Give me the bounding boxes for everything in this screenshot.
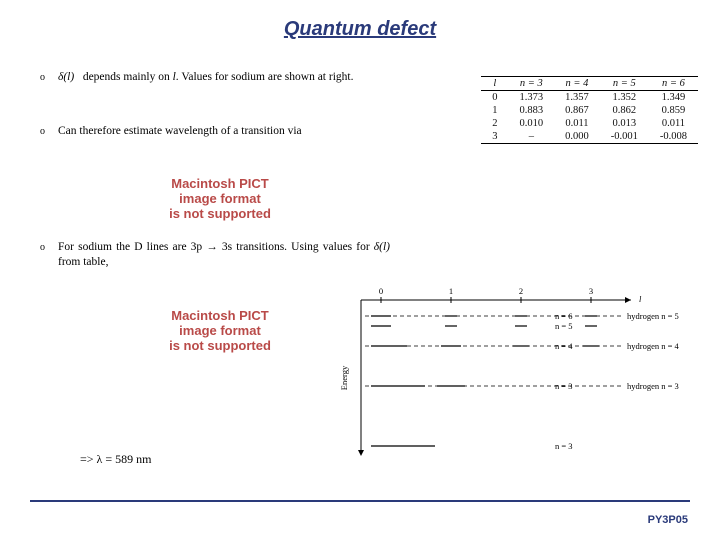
svg-text:n = 6: n = 6: [555, 311, 573, 321]
pict-placeholder: Macintosh PICT image format is not suppo…: [120, 309, 320, 354]
bullet-item: o δ(l) depends mainly on l. Values for s…: [40, 70, 390, 86]
svg-text:hydrogen n = 4: hydrogen n = 4: [627, 341, 680, 351]
pict-line: is not supported: [120, 207, 320, 222]
svg-text:1: 1: [449, 288, 453, 296]
bullet-marker: o: [40, 124, 58, 140]
bullet-item: o For sodium the D lines are 3p → 3s tra…: [40, 240, 390, 271]
bullet-text: Can therefore estimate wavelength of a t…: [58, 124, 390, 140]
footer-rule: [30, 500, 690, 502]
pict-line: image format: [120, 192, 320, 207]
svg-text:hydrogen n = 3: hydrogen n = 3: [627, 381, 679, 391]
page-title: Quantum defect: [0, 0, 720, 41]
svg-text:3: 3: [589, 288, 593, 296]
pict-placeholder: Macintosh PICT image format is not suppo…: [120, 177, 320, 222]
pict-line: Macintosh PICT: [120, 177, 320, 192]
bullet-marker: o: [40, 240, 58, 271]
bullet-text: δ(l) depends mainly on l. Values for sod…: [58, 70, 390, 86]
bullet-text: For sodium the D lines are 3p → 3s trans…: [58, 240, 390, 271]
pict-line: image format: [120, 324, 320, 339]
pict-line: is not supported: [120, 339, 320, 354]
footer-label: PY3P05: [648, 514, 688, 526]
lambda-result: => λ = 589 nm: [80, 452, 151, 467]
svg-text:Energy: Energy: [339, 365, 349, 390]
svg-text:n = 4: n = 4: [555, 341, 573, 351]
svg-text:n = 3: n = 3: [555, 381, 573, 391]
svg-text:n = 5: n = 5: [555, 321, 573, 331]
energy-level-diagram: 0 1 2 3 l Energy hydrogen n = 5 hydrogen n = 4 h…: [325, 288, 695, 458]
defect-table: ln = 3n = 4n = 5n = 601.3731.3571.3521.3…: [481, 76, 698, 144]
svg-text:n = 3: n = 3: [555, 441, 573, 451]
svg-text:0: 0: [379, 288, 383, 296]
svg-text:hydrogen n = 5: hydrogen n = 5: [627, 311, 679, 321]
svg-text:2: 2: [519, 288, 523, 296]
pict-line: Macintosh PICT: [120, 309, 320, 324]
bullet-item: o Can therefore estimate wavelength of a…: [40, 124, 390, 140]
bullet-marker: o: [40, 70, 58, 86]
svg-text:l: l: [639, 294, 642, 304]
